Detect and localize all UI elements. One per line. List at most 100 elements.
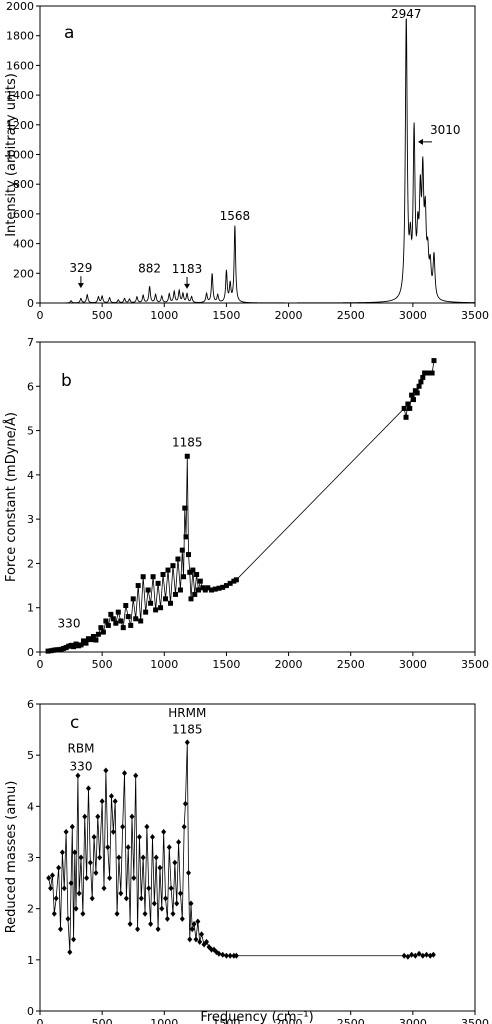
panel-c-data-point bbox=[177, 890, 183, 897]
panel-b-data-point bbox=[130, 596, 136, 602]
panel-c-data-point bbox=[99, 798, 105, 805]
panel-c-data-point bbox=[122, 770, 128, 777]
panel-c-data-point bbox=[174, 900, 180, 907]
panel-c-data-point bbox=[401, 952, 407, 959]
panel-c-data-point bbox=[95, 813, 101, 820]
panel-b-data-point bbox=[194, 572, 200, 577]
panel-b-data-point bbox=[184, 453, 190, 459]
panel-b-data-point bbox=[83, 640, 89, 646]
panel-b-data-point bbox=[431, 358, 437, 364]
panel-c-data-point bbox=[87, 859, 93, 866]
panel-c-data-point bbox=[108, 793, 114, 800]
panel-c-annotation-label: 330 bbox=[70, 760, 93, 774]
panel-b-data-point bbox=[192, 591, 198, 597]
panel-b-frame bbox=[39, 341, 476, 653]
panel-c-data-point bbox=[127, 921, 133, 928]
panel-b-data-point bbox=[158, 605, 164, 611]
panel-c-data-point bbox=[49, 872, 55, 879]
panel-b-x-tick-label: 2500 bbox=[337, 658, 365, 671]
panel-b-data-point bbox=[93, 637, 99, 643]
panel-c-data-point bbox=[58, 926, 64, 933]
panel-c-data-point bbox=[168, 885, 174, 892]
panel-c-data-point bbox=[59, 849, 65, 856]
panel-b-data-point bbox=[197, 578, 203, 584]
panel-b-data-point bbox=[133, 616, 139, 622]
panel-b-y-axis-label: Force constant (mDyne/Å) bbox=[3, 412, 19, 582]
panel-a-y-axis-label: Intensity (arbitrary units) bbox=[4, 73, 19, 237]
panel-a-y-tick-label: 400 bbox=[13, 238, 34, 251]
panel-a-y-tick-label: 1800 bbox=[6, 30, 34, 43]
panel-c-data-point bbox=[172, 859, 178, 866]
panel-c-y-tick-label: 5 bbox=[27, 749, 34, 762]
panel-c-x-tick-label: 0 bbox=[37, 1017, 44, 1024]
panel-b-data-point bbox=[113, 620, 119, 626]
panel-b-data-point bbox=[88, 637, 94, 643]
panel-c-data-point bbox=[163, 895, 169, 902]
panel-b-data-point bbox=[220, 584, 226, 590]
panel-c-data-point bbox=[105, 844, 111, 851]
panel-a-annotations: 329 882 1183 1568 2947 3010 bbox=[69, 7, 461, 289]
panel-a-y-ticks: 0 200 400 600 800 1000 1200 1400 1600 1800 2000 bbox=[6, 0, 40, 310]
panel-b-data-point bbox=[138, 618, 144, 624]
panel-c-data-point bbox=[191, 921, 197, 928]
panel-c-x-tick-label: 2500 bbox=[337, 1017, 365, 1024]
panel-a-annotation-label: 882 bbox=[138, 261, 161, 275]
panel-c-data-point bbox=[125, 844, 131, 851]
panel-a-y-tick-label: 1000 bbox=[6, 149, 34, 162]
panel-c-data-point bbox=[110, 828, 116, 835]
panel-c-y-tick-label: 1 bbox=[27, 954, 34, 967]
panel-b-data-point bbox=[172, 591, 178, 597]
panel-b-y-tick-label: 5 bbox=[27, 425, 34, 438]
panel-b-data-point bbox=[120, 625, 126, 631]
panel-c-data-point bbox=[184, 739, 190, 746]
panel-b-x-tick-label: 3500 bbox=[461, 658, 489, 671]
panel-c-data-point bbox=[405, 953, 411, 960]
panel-c-data-point bbox=[48, 885, 54, 892]
panel-a-x-tick-label: 1000 bbox=[150, 309, 178, 322]
panel-c-data-point bbox=[91, 834, 97, 841]
panel-a-y-tick-label: 1600 bbox=[6, 59, 34, 72]
panel-b-data-point bbox=[181, 574, 187, 580]
panel-c-data-point bbox=[155, 926, 161, 933]
panel-b-data-point bbox=[190, 567, 196, 573]
panel-b-data-point bbox=[98, 625, 104, 631]
panel-c-y-tick-label: 3 bbox=[27, 852, 34, 865]
panel-b-data-point bbox=[179, 547, 185, 553]
panel-c-annotation-label: HRMM bbox=[168, 706, 206, 720]
panel-c-data-point bbox=[135, 926, 141, 933]
panel-c-data-point bbox=[53, 895, 59, 902]
panel-b-x-tick-label: 1500 bbox=[212, 658, 240, 671]
panel-b-data-point bbox=[115, 609, 121, 615]
panel-c-frame bbox=[39, 703, 476, 1012]
panel-b-annotations: 1185 330 bbox=[58, 435, 203, 630]
panel-b-data-point bbox=[110, 616, 116, 622]
panel-c-data-point bbox=[78, 854, 84, 861]
panel-b-data-point bbox=[183, 534, 189, 540]
panel-b-data-point bbox=[182, 505, 188, 511]
panel-b-data-point bbox=[212, 586, 218, 592]
panel-b-data-point bbox=[216, 585, 222, 591]
panel-b-data-point bbox=[429, 370, 435, 376]
panel-c-data-point bbox=[223, 952, 229, 959]
panel-b-data-point bbox=[123, 603, 129, 608]
panel-b-data-point bbox=[103, 618, 109, 624]
panel-a-y-tick-label: 2000 bbox=[6, 0, 34, 13]
panel-a-y-tick-label: 1200 bbox=[6, 119, 34, 132]
panel-c-data-point bbox=[138, 895, 144, 902]
panel-c-data-point bbox=[424, 951, 430, 958]
panel-c-data-point bbox=[179, 915, 185, 922]
panel-b-y-tick-label: 0 bbox=[27, 646, 34, 659]
panel-c-x-tick-label: 500 bbox=[92, 1017, 113, 1024]
panel-c-data-point bbox=[220, 951, 226, 958]
panel-b-annotation-label: 1185 bbox=[172, 435, 203, 449]
panel-c-data-point bbox=[123, 895, 129, 902]
panel-a-label: a bbox=[64, 23, 74, 43]
panel-c-data-point bbox=[76, 890, 82, 897]
panel-c-data-point bbox=[199, 931, 205, 938]
panel-b-data-point bbox=[410, 397, 416, 403]
panel-c-data-point bbox=[416, 950, 422, 957]
panel-b-data-point bbox=[414, 390, 420, 396]
panel-c-data-point bbox=[149, 834, 155, 841]
panel-b-x-tick-label: 0 bbox=[37, 658, 44, 671]
